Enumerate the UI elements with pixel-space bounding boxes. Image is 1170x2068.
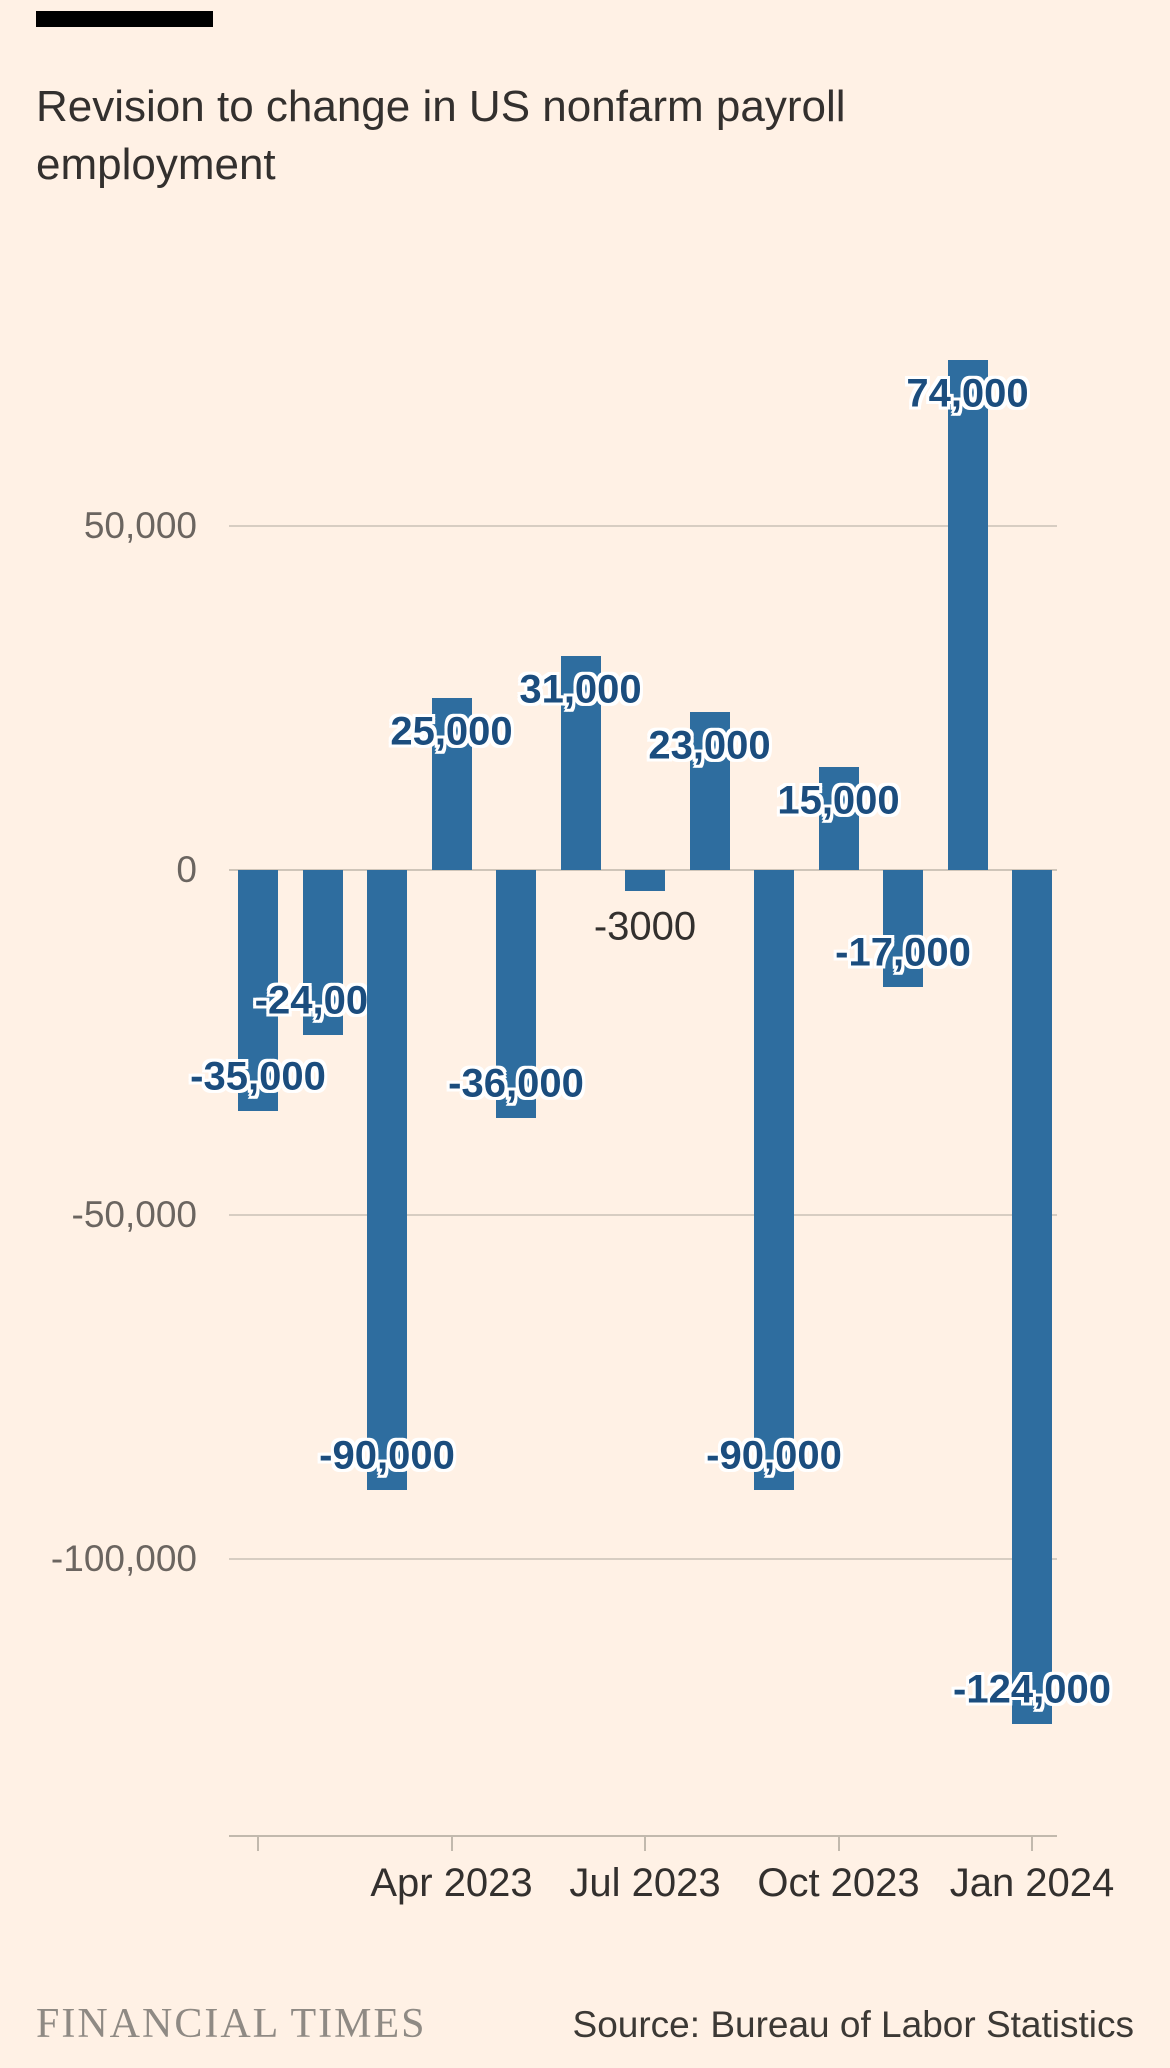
ft-top-bar <box>36 11 213 27</box>
bar <box>367 870 407 1491</box>
gridline <box>229 1558 1057 1560</box>
bar-value-label: 25,000 <box>390 709 513 754</box>
gridline <box>229 524 1057 527</box>
y-axis-label: 0 <box>176 849 197 890</box>
bar-value-label: -124,000 <box>953 1667 1111 1712</box>
bar-value-label: 31,000 <box>519 667 642 712</box>
bar-value-label: 15,000 <box>777 778 900 823</box>
bar <box>754 870 794 1491</box>
x-axis-tick <box>837 1835 840 1851</box>
y-axis-label: -50,000 <box>71 1193 198 1235</box>
bar <box>302 870 343 1036</box>
y-axis-label: -100,000 <box>50 1538 197 1579</box>
bar <box>947 360 988 870</box>
bar <box>625 870 665 891</box>
chart-title: Revision to change in US nonfarm payroll… <box>36 78 936 194</box>
x-axis-tick <box>257 1835 259 1851</box>
x-axis-label: Apr 2023 <box>370 1861 533 1905</box>
chart-footer: FINANCIAL TIMES Source: Bureau of Labor … <box>36 2000 1134 2048</box>
y-axis-label: 50,000 <box>83 504 197 546</box>
bar-value-label: 23,000 <box>648 723 771 768</box>
bar <box>238 870 278 1112</box>
bar-value-label: -17,000 <box>835 930 971 975</box>
x-axis-label: Jul 2023 <box>569 1861 721 1905</box>
x-axis-label: Jan 2024 <box>949 1861 1115 1905</box>
x-axis-tick <box>1031 1835 1033 1851</box>
x-axis-label: Oct 2023 <box>757 1861 920 1905</box>
x-axis-tick <box>450 1835 453 1851</box>
bar <box>560 656 601 870</box>
financial-times-logo: FINANCIAL TIMES <box>36 2001 427 2047</box>
gridline <box>229 1213 1057 1216</box>
x-axis-line <box>229 1835 1057 1837</box>
source-attribution: Source: Bureau of Labor Statistics <box>572 2004 1134 2045</box>
bar <box>496 870 536 1119</box>
bar <box>883 870 923 988</box>
bar-value-label: -90,000 <box>706 1433 842 1478</box>
chart-title-line2: employment <box>36 140 276 189</box>
bar-value-label: -35,000 <box>190 1054 326 1099</box>
bar <box>1012 870 1052 1725</box>
bar <box>818 766 859 870</box>
bar-value-label: -3000 <box>593 904 697 949</box>
chart-title-line1: Revision to change in US nonfarm payroll <box>36 82 846 131</box>
bar-value-label: 74,000 <box>906 371 1029 416</box>
bar-value-label: -36,000 <box>448 1061 584 1106</box>
x-axis-tick <box>644 1835 646 1851</box>
bar-value-label: -90,000 <box>319 1433 455 1478</box>
bar <box>431 697 472 870</box>
bar <box>689 711 730 870</box>
